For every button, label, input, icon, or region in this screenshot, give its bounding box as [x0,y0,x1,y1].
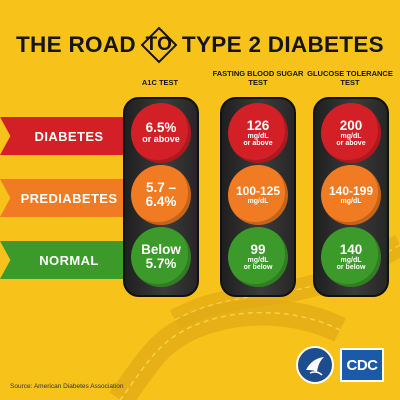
column-header-fasting: FASTING BLOOD SUGAR TEST [212,69,304,87]
hhs-seal-icon [296,346,334,384]
unit: mg/dL [340,256,362,264]
traffic-light-glucose: 200 mg/dL or above 140-199 mg/dL 140 mg/… [313,97,389,297]
light-a1c-normal: Below 5.7% [131,227,191,287]
hhs-eagle-icon [306,357,324,376]
unit: mg/dL [247,132,269,140]
title-part-1: THE ROAD [16,32,136,57]
cdc-logo: CDC [340,348,384,382]
source-note: Source: American Diabetes Association [10,383,124,390]
value: 5.7 – [145,179,177,195]
light-glucose-diabetes: 200 mg/dL or above [321,103,381,163]
qualifier: or above [142,134,180,145]
traffic-light-a1c: 6.5% or above 5.7 – 6.4% Below 5.7% [123,97,199,297]
value: Below [141,241,181,257]
light-glucose-prediabetes: 140-199 mg/dL [321,165,381,225]
light-glucose-normal: 140 mg/dL or below [321,227,381,287]
column-header-glucose: GLUCOSE TOLERANCE TEST [307,69,393,87]
value-2: 6.4% [145,194,177,209]
page-title: THE ROAD TO TYPE 2 DIABETES [0,26,400,64]
light-a1c-diabetes: 6.5% or above [131,103,191,163]
value: 100-125 [235,184,281,199]
road-sign-text: TO [145,34,173,55]
light-fasting-normal: 99 mg/dL or below [228,227,288,287]
value-2: 5.7% [145,256,177,271]
value: 6.5% [145,120,177,136]
to-road-sign: TO [140,26,178,64]
title-part-2: TYPE 2 DIABETES [181,32,384,57]
light-a1c-prediabetes: 5.7 – 6.4% [131,165,191,225]
unit: mg/dL [340,132,362,140]
traffic-light-fasting: 126 mg/dL or above 100-125 mg/dL 99 mg/d… [220,97,296,297]
value: 200 [339,117,363,133]
light-fasting-diabetes: 126 mg/dL or above [228,103,288,163]
qualifier: or above [336,140,366,148]
value: 140 [339,241,363,257]
column-header-a1c: A1C TEST [141,78,179,87]
value: 140-199 [328,184,374,199]
unit: mg/dL [247,197,269,205]
value: 126 [246,117,270,133]
qualifier: or above [243,140,273,148]
value: 99 [250,241,266,257]
unit: mg/dL [340,197,362,205]
light-fasting-prediabetes: 100-125 mg/dL [228,165,288,225]
unit: mg/dL [247,256,269,264]
qualifier: or below [336,264,366,272]
qualifier: or below [243,264,273,272]
agency-logos: CDC [296,342,388,388]
